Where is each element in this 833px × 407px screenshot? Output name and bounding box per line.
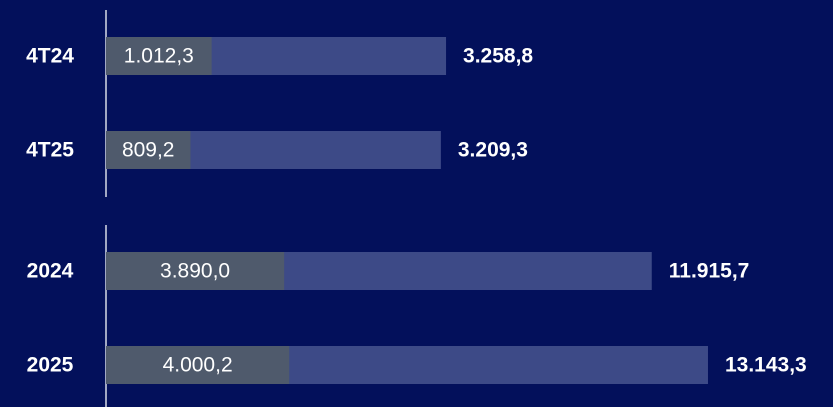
segment-label: 3.890,0 xyxy=(160,260,230,283)
category-label: 4T25 xyxy=(26,139,74,162)
bar-segment xyxy=(106,131,191,169)
bar-segment xyxy=(106,346,290,384)
total-label: 3.258,8 xyxy=(463,45,533,68)
segment-label: 809,2 xyxy=(122,139,175,162)
bar-segment xyxy=(106,37,212,75)
segment-label: 1.012,3 xyxy=(124,45,194,68)
segment-label: 4.000,2 xyxy=(163,354,233,377)
category-label: 4T24 xyxy=(26,45,74,68)
bar-segment xyxy=(106,252,285,290)
total-label: 11.915,7 xyxy=(669,260,750,283)
total-label: 13.143,3 xyxy=(725,354,807,377)
category-label: 2024 xyxy=(27,260,74,283)
category-label: 2025 xyxy=(27,354,74,377)
total-label: 3.209,3 xyxy=(458,139,528,162)
